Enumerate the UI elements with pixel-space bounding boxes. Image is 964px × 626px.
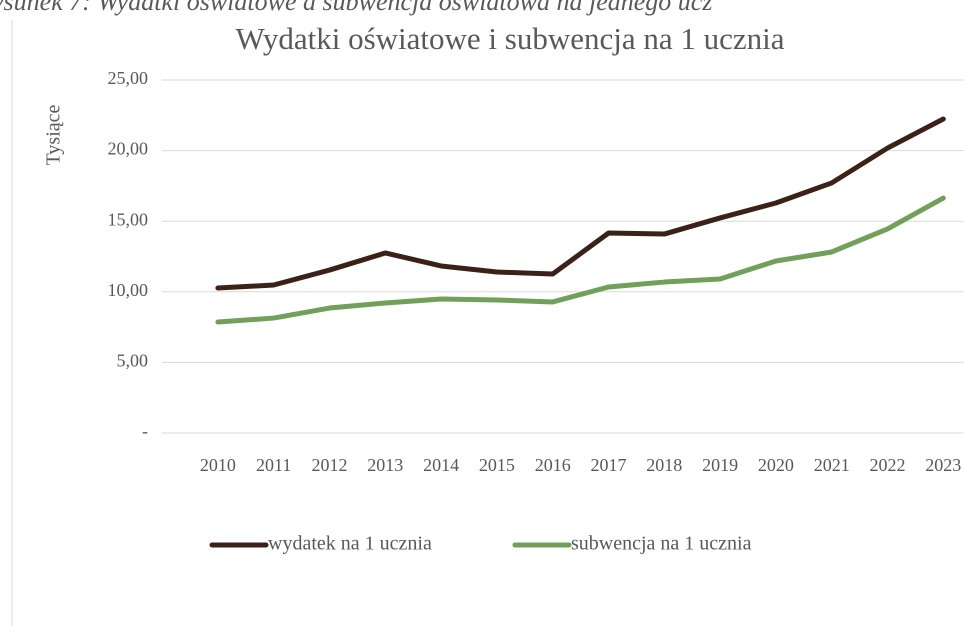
legend-label: wydatek na 1 ucznia bbox=[268, 533, 432, 555]
legend-label: subwencja na 1 ucznia bbox=[571, 533, 752, 555]
x-tick-label: 2017 bbox=[591, 455, 627, 475]
y-tick-label: 5,00 bbox=[117, 351, 149, 371]
y-tick-label: 10,00 bbox=[108, 280, 149, 300]
caption: ysunek 7: Wydatki oświatowe a subwencja … bbox=[0, 0, 712, 16]
x-tick-label: 2012 bbox=[312, 455, 348, 475]
x-tick-label: 2020 bbox=[758, 455, 794, 475]
x-tick-label: 2021 bbox=[814, 455, 850, 475]
line-series bbox=[215, 195, 946, 325]
x-tick-label: 2022 bbox=[870, 455, 906, 475]
x-tick-label: 2018 bbox=[646, 455, 682, 475]
x-tick-label: 2011 bbox=[256, 455, 291, 475]
x-tick-label: 2019 bbox=[702, 455, 738, 475]
line-series bbox=[215, 116, 946, 291]
x-tick-label: 2023 bbox=[925, 455, 961, 475]
x-tick-label: 2014 bbox=[423, 455, 459, 475]
y-axis-label: Tysiące bbox=[43, 104, 65, 165]
y-tick-label: 15,00 bbox=[108, 209, 149, 229]
y-tick-label: 25,00 bbox=[108, 68, 149, 88]
y-tick-label: 20,00 bbox=[108, 139, 149, 159]
x-tick-label: 2013 bbox=[367, 455, 403, 475]
y-tick-label: - bbox=[142, 421, 148, 441]
x-tick-label: 2016 bbox=[535, 455, 571, 475]
chart-title: Wydatki oświatowe i subwencja na 1 uczni… bbox=[235, 21, 784, 56]
x-tick-label: 2015 bbox=[479, 455, 515, 475]
x-tick-label: 2010 bbox=[200, 455, 236, 475]
